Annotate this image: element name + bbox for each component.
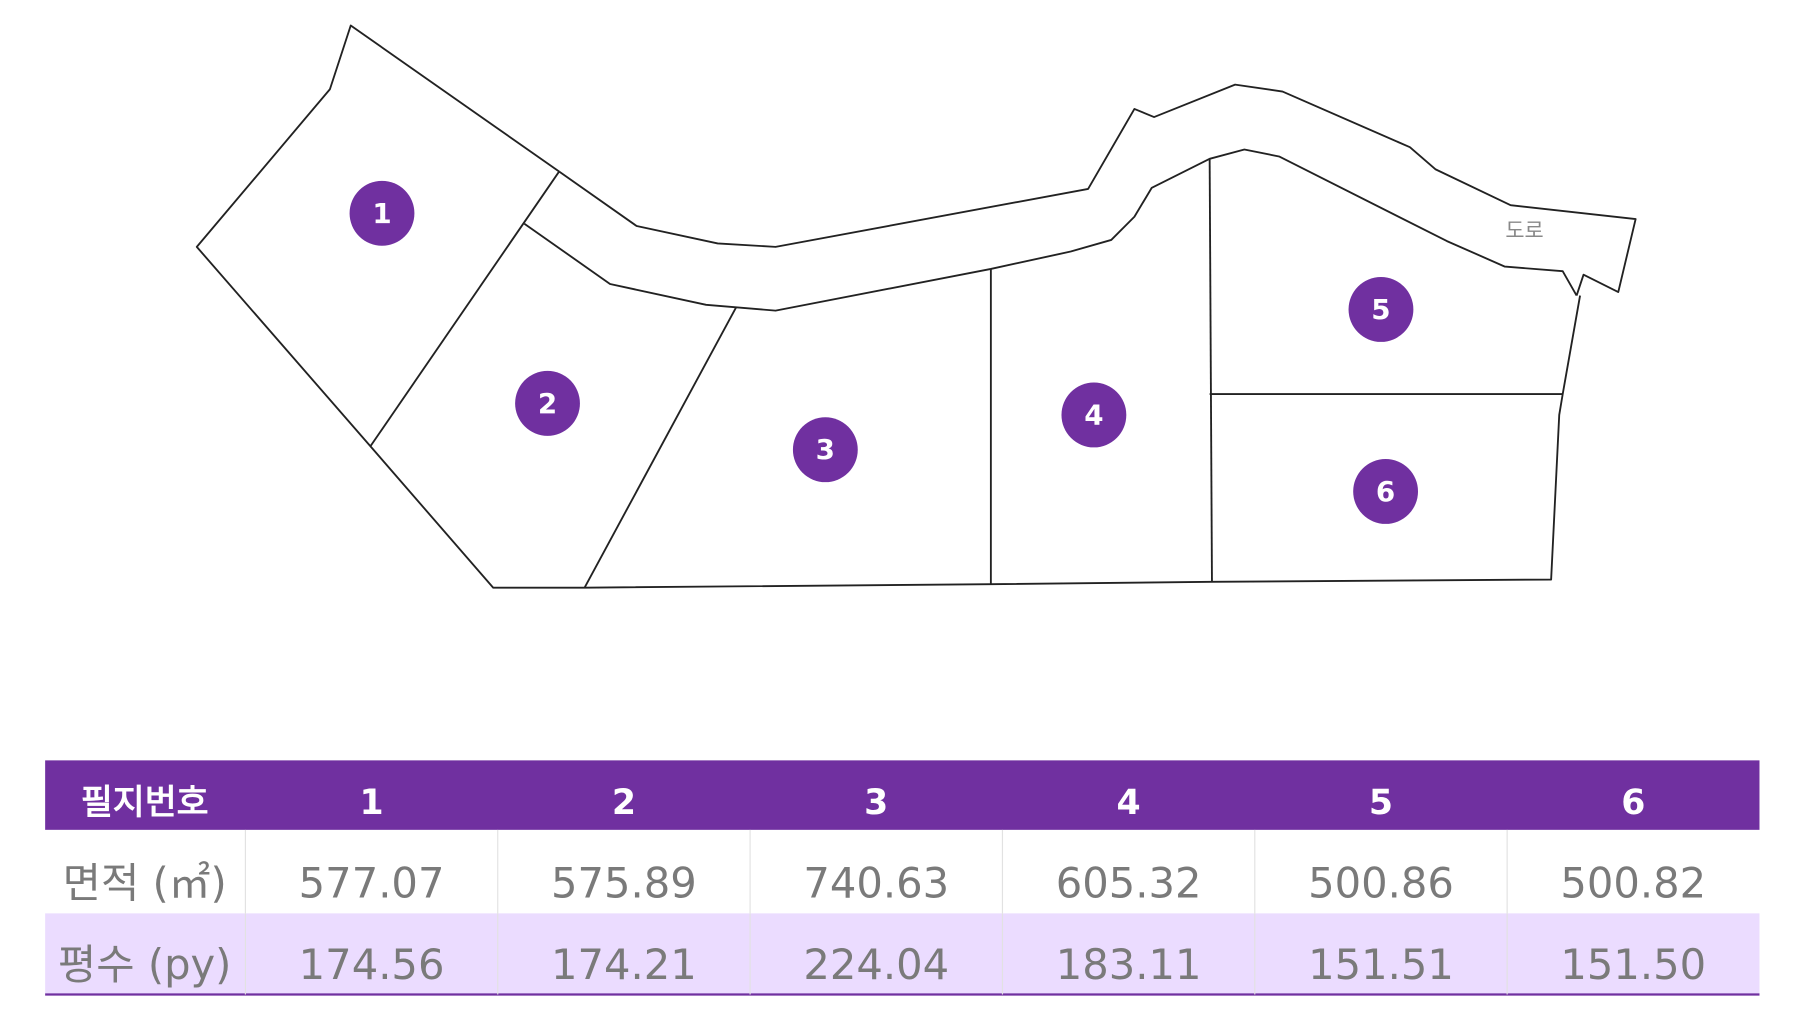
lot-badge: [1061, 382, 1127, 448]
value-cell: 174.56: [299, 940, 445, 989]
road-edge: [523, 148, 1578, 312]
lot-number: 3: [816, 433, 835, 466]
header-cell: 5: [1369, 783, 1393, 823]
lot-badge: [349, 180, 415, 246]
value-cell: 575.89: [551, 859, 697, 908]
value-cell: 577.07: [299, 859, 445, 908]
lot-number: 6: [1376, 475, 1395, 508]
value-cell: 500.82: [1560, 859, 1706, 908]
lot-number: 1: [372, 197, 391, 230]
value-cell: 224.04: [803, 940, 949, 989]
value-cell: 174.21: [551, 940, 697, 989]
value-cell: 151.51: [1308, 940, 1454, 989]
value-cell: 740.63: [803, 859, 949, 908]
row-label: 평수 (py): [58, 940, 232, 989]
lot-number: 2: [538, 387, 557, 420]
area-row: [45, 829, 1760, 914]
lot-badges: 1 2 3 4 5 6: [349, 180, 1419, 524]
value-cell: 605.32: [1056, 859, 1202, 908]
lot-badge: [1353, 459, 1419, 524]
header-cell: 6: [1621, 783, 1645, 823]
row-label: 면적 (㎡): [63, 859, 227, 908]
lot-divider: [369, 171, 560, 447]
pyeong-row: [45, 913, 1760, 995]
value-cell: 183.11: [1056, 940, 1202, 989]
lot-badge: [1348, 277, 1414, 342]
value-cell: 151.50: [1560, 940, 1706, 989]
lot-map: 도로: [195, 24, 1637, 589]
lot-divider: [583, 306, 738, 589]
lot-number: 5: [1371, 293, 1390, 326]
road-edge: [558, 83, 1637, 296]
value-cell: 500.86: [1308, 859, 1454, 908]
lot-number: 4: [1084, 398, 1103, 431]
road-label: 도로: [1505, 219, 1543, 243]
header-cell: 2: [612, 783, 636, 823]
header-cell: 1: [359, 783, 383, 823]
header-cell: 3: [864, 783, 888, 823]
header-cell: 필지번호: [81, 783, 209, 823]
lot-divider: [1208, 158, 1213, 582]
header-cell: 4: [1117, 783, 1141, 823]
lot-badge: [792, 417, 858, 483]
lot-badge: [515, 370, 580, 436]
header-row: [45, 760, 1760, 830]
lot-table: 필지번호 1 2 3 4 5 6 면적 (㎡) 577.07 575.89 740.63 605.32…: [45, 760, 1760, 996]
lot-outline: [195, 24, 1581, 589]
